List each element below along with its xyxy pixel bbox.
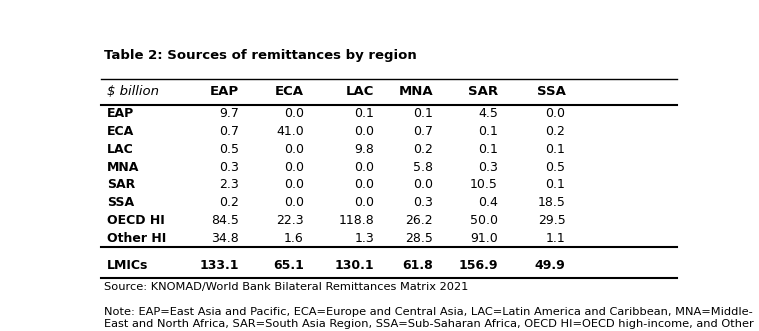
Text: 4.5: 4.5 xyxy=(478,107,498,120)
Text: SAR: SAR xyxy=(106,178,135,192)
Text: EAP: EAP xyxy=(210,85,239,98)
Text: ECA: ECA xyxy=(106,125,134,138)
Text: 0.1: 0.1 xyxy=(413,107,433,120)
Text: 0.1: 0.1 xyxy=(478,125,498,138)
Text: 1.3: 1.3 xyxy=(354,232,374,245)
Text: 0.5: 0.5 xyxy=(546,161,565,174)
Text: 156.9: 156.9 xyxy=(458,259,498,272)
Text: 0.0: 0.0 xyxy=(284,178,304,192)
Text: 5.8: 5.8 xyxy=(413,161,433,174)
Text: 0.0: 0.0 xyxy=(354,161,374,174)
Text: 0.3: 0.3 xyxy=(219,161,239,174)
Text: 26.2: 26.2 xyxy=(405,214,433,227)
Text: $ billion: $ billion xyxy=(106,85,159,98)
Text: 9.8: 9.8 xyxy=(354,143,374,156)
Text: ECA: ECA xyxy=(275,85,304,98)
Text: 28.5: 28.5 xyxy=(405,232,433,245)
Text: 0.4: 0.4 xyxy=(478,196,498,209)
Text: 0.1: 0.1 xyxy=(546,143,565,156)
Text: 84.5: 84.5 xyxy=(211,214,239,227)
Text: 29.5: 29.5 xyxy=(537,214,565,227)
Text: 0.0: 0.0 xyxy=(284,143,304,156)
Text: EAP: EAP xyxy=(106,107,134,120)
Text: 0.1: 0.1 xyxy=(546,178,565,192)
Text: 50.0: 50.0 xyxy=(470,214,498,227)
Text: Other HI: Other HI xyxy=(106,232,166,245)
Text: LMICs: LMICs xyxy=(106,259,148,272)
Text: LAC: LAC xyxy=(106,143,134,156)
Text: 0.2: 0.2 xyxy=(413,143,433,156)
Text: 0.1: 0.1 xyxy=(478,143,498,156)
Text: 34.8: 34.8 xyxy=(211,232,239,245)
Text: 0.0: 0.0 xyxy=(284,196,304,209)
Text: 22.3: 22.3 xyxy=(276,214,304,227)
Text: 0.0: 0.0 xyxy=(284,161,304,174)
Text: 0.5: 0.5 xyxy=(219,143,239,156)
Text: MNA: MNA xyxy=(398,85,433,98)
Text: 1.1: 1.1 xyxy=(546,232,565,245)
Text: 65.1: 65.1 xyxy=(272,259,304,272)
Text: 0.3: 0.3 xyxy=(413,196,433,209)
Text: 2.3: 2.3 xyxy=(219,178,239,192)
Text: OECD HI: OECD HI xyxy=(106,214,165,227)
Text: 41.0: 41.0 xyxy=(276,125,304,138)
Text: Source: KNOMAD/World Bank Bilateral Remittances Matrix 2021: Source: KNOMAD/World Bank Bilateral Remi… xyxy=(104,282,468,292)
Text: 1.6: 1.6 xyxy=(284,232,304,245)
Text: 0.0: 0.0 xyxy=(413,178,433,192)
Text: 130.1: 130.1 xyxy=(335,259,374,272)
Text: 49.9: 49.9 xyxy=(534,259,565,272)
Text: 0.2: 0.2 xyxy=(546,125,565,138)
Text: 0.7: 0.7 xyxy=(219,125,239,138)
Text: 133.1: 133.1 xyxy=(200,259,239,272)
Text: 91.0: 91.0 xyxy=(470,232,498,245)
Text: 18.5: 18.5 xyxy=(537,196,565,209)
Text: 0.0: 0.0 xyxy=(354,178,374,192)
Text: 118.8: 118.8 xyxy=(339,214,374,227)
Text: 0.1: 0.1 xyxy=(354,107,374,120)
Text: SSA: SSA xyxy=(537,85,565,98)
Text: SAR: SAR xyxy=(468,85,498,98)
Text: 0.0: 0.0 xyxy=(354,125,374,138)
Text: 0.2: 0.2 xyxy=(219,196,239,209)
Text: 0.7: 0.7 xyxy=(413,125,433,138)
Text: 61.8: 61.8 xyxy=(402,259,433,272)
Text: LAC: LAC xyxy=(346,85,374,98)
Text: 10.5: 10.5 xyxy=(470,178,498,192)
Text: 0.0: 0.0 xyxy=(354,196,374,209)
Text: 0.0: 0.0 xyxy=(546,107,565,120)
Text: Table 2: Sources of remittances by region: Table 2: Sources of remittances by regio… xyxy=(104,49,417,62)
Text: Note: EAP=East Asia and Pacific, ECA=Europe and Central Asia, LAC=Latin America : Note: EAP=East Asia and Pacific, ECA=Eur… xyxy=(104,307,754,331)
Text: MNA: MNA xyxy=(106,161,139,174)
Text: 0.3: 0.3 xyxy=(478,161,498,174)
Text: 0.0: 0.0 xyxy=(284,107,304,120)
Text: 9.7: 9.7 xyxy=(219,107,239,120)
Text: SSA: SSA xyxy=(106,196,134,209)
